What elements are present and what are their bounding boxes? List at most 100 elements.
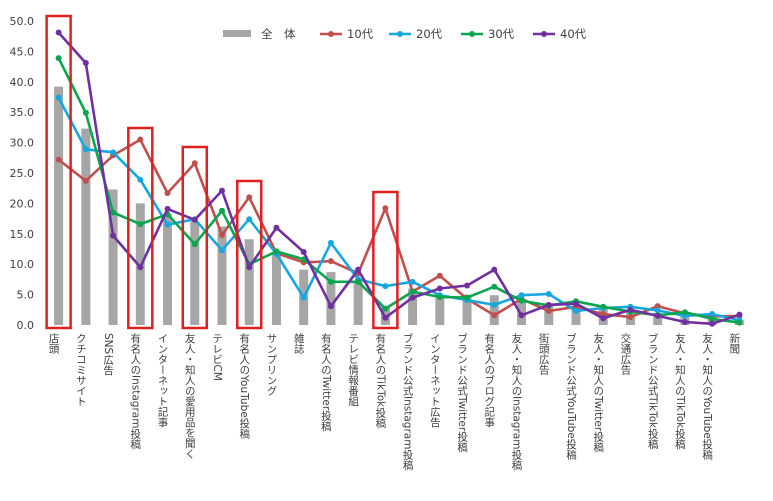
point-40代 [219, 187, 225, 194]
point-20代 [382, 283, 389, 290]
point-20代 [300, 294, 307, 301]
point-40代 [600, 315, 607, 322]
point-40代 [491, 266, 498, 273]
point-30代 [464, 294, 471, 301]
point-30代 [355, 278, 362, 285]
x-tick-label: 交通広告 [619, 332, 631, 376]
point-20代 [573, 308, 579, 315]
point-40代 [300, 249, 307, 256]
point-30代 [491, 283, 498, 290]
point-40代 [327, 303, 334, 310]
bar-total [408, 288, 418, 325]
point-30代 [600, 303, 607, 310]
bar-total [517, 299, 527, 325]
point-10代 [137, 136, 144, 143]
x-tick-label: 友人・知人のYouTube投稿 [701, 332, 713, 460]
series-line-10代 [57, 138, 740, 319]
lines-layer [55, 29, 743, 327]
point-40代 [273, 224, 280, 231]
point-20代 [654, 307, 661, 314]
highlight-box [181, 145, 209, 330]
point-10代 [545, 308, 552, 315]
legend-item: 30代 [461, 27, 515, 41]
bar-total [217, 226, 227, 325]
point-10代 [246, 194, 253, 201]
point-30代 [273, 248, 280, 255]
bar-total [326, 272, 336, 325]
point-40代 [627, 306, 634, 313]
point-30代 [736, 319, 743, 326]
bar-total [571, 305, 581, 325]
y-tick-label: 5.0 [17, 289, 35, 302]
point-20代 [246, 216, 253, 223]
legend-marker [397, 31, 403, 37]
legend: 全 体 10代 20代 30代 40代 [223, 27, 587, 41]
point-30代 [382, 305, 389, 312]
point-40代 [736, 311, 743, 318]
x-tick-label: 友人・知人の愛用品を聞く [184, 332, 196, 459]
x-tick-label: 友人・知人のTwitter投稿 [592, 332, 604, 453]
point-10代 [491, 312, 498, 319]
point-30代 [110, 209, 117, 216]
point-20代 [491, 301, 498, 308]
x-tick-label: テレビ情報番組 [347, 333, 359, 407]
x-tick-label: ブランド公式YouTube投稿 [565, 332, 577, 460]
point-30代 [709, 315, 716, 322]
x-tick-label: 街頭広告 [538, 332, 550, 376]
point-40代 [573, 300, 579, 307]
point-40代 [436, 285, 443, 292]
legend-marker [328, 31, 334, 37]
point-40代 [464, 282, 471, 289]
point-10代 [436, 272, 443, 279]
point-20代 [110, 149, 117, 156]
point-10代 [55, 156, 62, 163]
legend-marker [469, 31, 475, 37]
x-tick-label: クチコミサイト [75, 333, 87, 407]
point-10代 [191, 160, 198, 167]
point-30代 [436, 294, 443, 301]
x-tick-label: SNS広告 [102, 333, 114, 376]
y-tick-label: 40.0 [10, 76, 35, 89]
point-10代 [327, 258, 334, 265]
y-tick-label: 45.0 [10, 45, 35, 58]
point-30代 [82, 109, 89, 116]
highlight-box [45, 14, 72, 330]
y-tick-label: 30.0 [10, 137, 35, 150]
bar-total [653, 312, 663, 325]
y-tick-label: 25.0 [10, 167, 35, 180]
legend-item: 20代 [389, 27, 443, 41]
x-tick-label: 有名人のTwitter投稿 [320, 332, 332, 432]
point-10代 [382, 205, 389, 212]
legend-item: 全 体 [223, 27, 296, 41]
y-tick-label: 35.0 [10, 106, 35, 119]
point-20代 [82, 146, 89, 153]
point-40代 [681, 318, 688, 325]
x-axis: 店頭 クチコミサイト SNS広告 有名人のInstagram投稿 インターネット記事 友人… [48, 332, 741, 471]
legend-label: 40代 [560, 27, 587, 41]
x-tick-label: テレビCM [211, 333, 223, 381]
x-tick-label: ブランド公式TikTok投稿 [647, 332, 659, 450]
point-20代 [219, 247, 225, 254]
point-20代 [409, 278, 416, 285]
bar-total [54, 86, 64, 325]
point-10代 [219, 232, 225, 239]
point-40代 [55, 29, 62, 36]
point-30代 [137, 221, 144, 228]
y-tick-label: 10.0 [10, 258, 35, 271]
point-30代 [191, 241, 198, 248]
y-tick-label: 0.0 [17, 319, 35, 332]
legend-label: 全 体 [261, 27, 296, 41]
series-line-40代 [57, 31, 740, 326]
legend-item: 10代 [320, 27, 374, 41]
point-40代 [382, 314, 389, 321]
x-tick-label: インターネット広告 [429, 333, 441, 428]
point-40代 [409, 294, 416, 301]
point-40代 [164, 205, 171, 212]
x-tick-label: インターネット記事 [157, 333, 169, 428]
point-10代 [82, 177, 89, 184]
x-tick-label: 有名人のYouTube投稿 [238, 332, 250, 439]
point-30代 [409, 288, 416, 295]
y-tick-label: 50.0 [10, 15, 35, 28]
legend-label: 20代 [416, 27, 443, 41]
